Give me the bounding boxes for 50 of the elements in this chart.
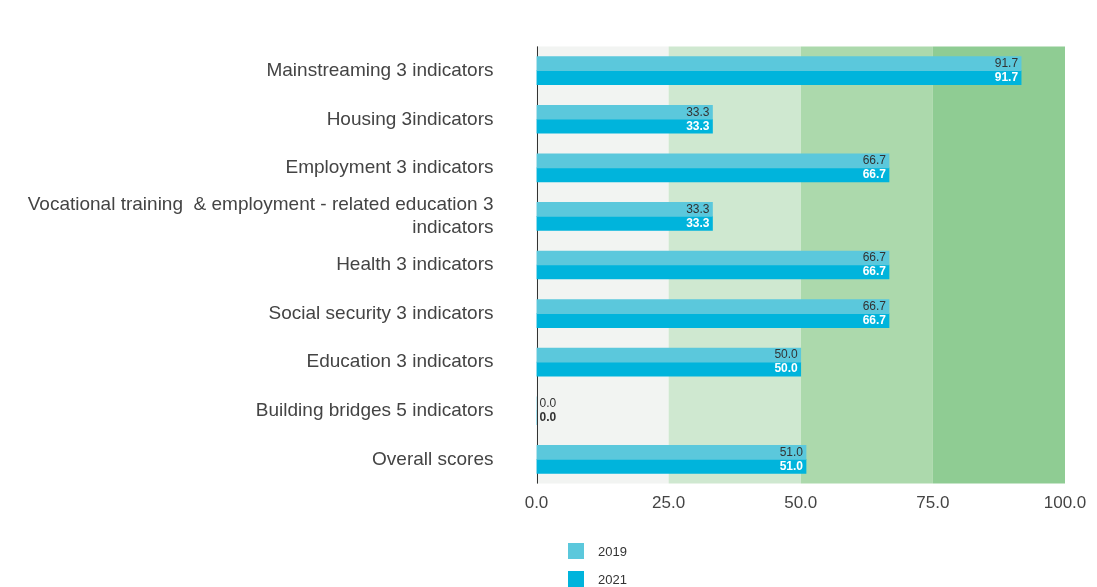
y-tick-label: Mainstreaming 3 indicators [266,58,494,80]
data-label: 66.7 [862,250,887,265]
data-label: 66.7 [862,298,887,313]
y-tick-label: Housing 3indicators [326,107,494,129]
bar [536,458,807,474]
data-label: 66.7 [862,167,887,182]
bar [536,216,713,231]
x-tick-label: 75.0 [916,493,950,513]
data-label: 0.0 [539,410,557,425]
bar [536,313,890,328]
x-tick-label: 25.0 [652,493,686,513]
data-label: 50.0 [774,361,799,376]
data-label: 33.3 [686,201,710,216]
bar [536,56,1022,72]
y-tick-label: Health 3 indicators [336,253,494,275]
data-label: 66.7 [862,153,887,168]
x-tick-label: 0.0 [524,493,549,513]
data-label: 51.0 [779,444,804,459]
bar [536,202,713,217]
legend-label: 2021 [598,571,627,587]
bar [536,264,890,280]
bar [536,299,890,314]
data-label: 66.7 [862,264,887,279]
bar [536,167,890,183]
data-label: 51.0 [779,458,804,473]
data-label: 50.0 [774,347,799,362]
legend-label: 2019 [598,543,627,559]
bar [536,70,1022,86]
bar [536,104,713,120]
data-label: 33.3 [686,118,710,133]
x-tick-label: 50.0 [784,493,818,513]
y-tick-label: Education 3 indicators [306,350,494,372]
data-label: 0.0 [539,396,557,411]
data-label: 91.7 [994,70,1019,84]
y-tick-label: Social security 3 indicators [268,301,494,323]
y-tick-label: Employment 3 indicators [285,156,494,178]
bar [536,444,807,460]
bar [536,118,713,134]
bar [536,347,802,363]
y-tick-label: Building bridges 5 indicators [255,398,494,420]
bar [536,250,890,266]
data-label: 66.7 [862,312,887,327]
x-tick-label: 100.0 [1043,493,1087,513]
y-tick-label: Vocational training & employment - related education 3 indicators [27,193,494,238]
y-tick-label: Overall scores [372,447,494,469]
data-label: 91.7 [994,56,1019,70]
data-label: 33.3 [686,215,710,230]
bar [536,361,802,377]
data-label: 33.3 [686,104,710,119]
bar [536,153,890,169]
